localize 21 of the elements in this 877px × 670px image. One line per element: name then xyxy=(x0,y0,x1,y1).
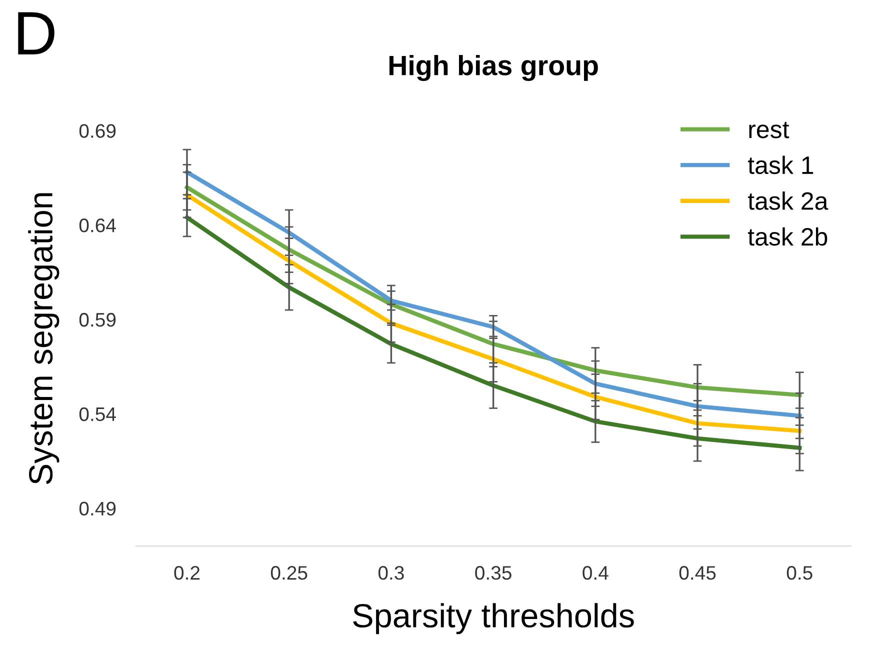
x-tick-label: 0.4 xyxy=(582,566,608,580)
y-tick-label: 0.59 xyxy=(79,312,116,327)
line-series xyxy=(184,215,802,450)
y-axis-title: System segregation xyxy=(28,193,60,484)
x-tick-label: 0.45 xyxy=(679,566,716,580)
x-tick-label: 0.35 xyxy=(475,566,512,580)
legend-label: rest xyxy=(749,122,790,138)
x-tick-label: 0.25 xyxy=(270,566,308,580)
x-tick-label: 0.5 xyxy=(786,566,812,580)
text: D xyxy=(18,12,54,54)
legend-label: task 2b xyxy=(748,227,828,246)
x-tick-label: 0.3 xyxy=(378,566,404,580)
x-tick-label: 0.2 xyxy=(174,566,200,580)
y-tick-label: 0.69 xyxy=(79,124,116,138)
y-tick-label: 0.54 xyxy=(79,407,116,422)
y-tick-label: 0.49 xyxy=(79,502,116,516)
chart-title: High bias group xyxy=(389,54,598,81)
x-axis-title: Sparsity thresholds xyxy=(353,603,634,634)
y-tick-label: 0.64 xyxy=(79,218,116,232)
legend-label: task 2a xyxy=(748,192,828,210)
legend-label: task 1 xyxy=(748,156,814,174)
